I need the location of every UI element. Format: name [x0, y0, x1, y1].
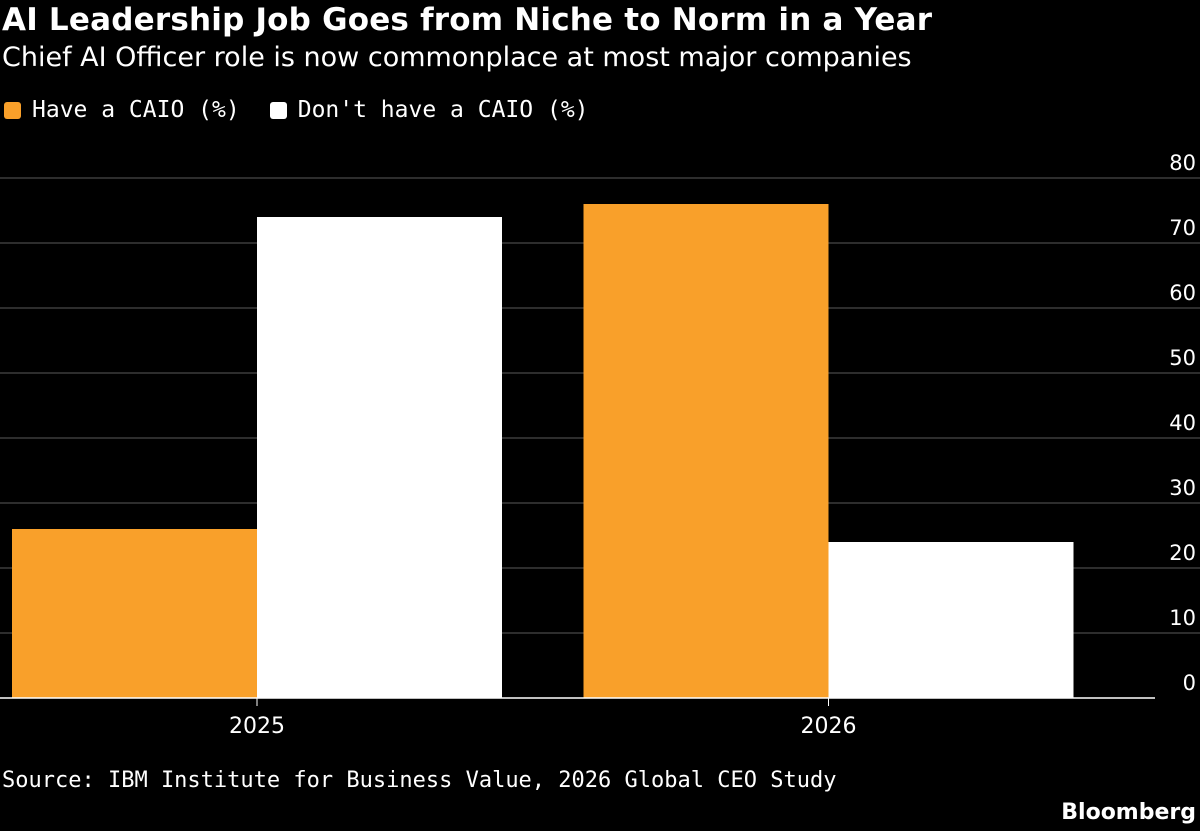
- bar-chart: 0 10 20 30 40 50 60 70 80 2025 2026: [0, 151, 1200, 739]
- bar: [828, 542, 1074, 698]
- legend-label-have: Have a CAIO (%): [32, 97, 240, 123]
- chart-legend: Have a CAIO (%) Don't have a CAIO (%): [4, 97, 619, 123]
- y-tick-label: 50: [1169, 346, 1196, 370]
- chart-subtitle: Chief AI Officer role is now commonplace…: [2, 42, 912, 73]
- chart-title: AI Leadership Job Goes from Niche to Nor…: [2, 2, 933, 38]
- bar: [257, 217, 502, 698]
- y-tick-label: 0: [1183, 671, 1196, 695]
- legend-label-dont-have: Don't have a CAIO (%): [297, 97, 589, 123]
- y-tick-label: 70: [1169, 216, 1196, 240]
- y-tick-label: 20: [1169, 541, 1196, 565]
- x-tick-label: 2025: [229, 714, 285, 739]
- source-note: Source: IBM Institute for Business Value…: [2, 768, 837, 793]
- y-tick-label: 80: [1169, 151, 1196, 175]
- y-tick-label: 10: [1169, 606, 1196, 630]
- bar: [583, 204, 829, 698]
- bar: [12, 529, 257, 698]
- x-tick-label: 2026: [801, 714, 857, 739]
- legend-item-have: Have a CAIO (%): [4, 97, 240, 123]
- legend-swatch-have: [4, 101, 21, 119]
- y-tick-label: 30: [1169, 476, 1196, 500]
- bloomberg-logo: Bloomberg: [1061, 800, 1196, 825]
- legend-swatch-dont-have: [269, 101, 287, 119]
- legend-item-dont-have: Don't have a CAIO (%): [269, 97, 589, 123]
- y-tick-label: 60: [1169, 281, 1196, 305]
- y-tick-label: 40: [1169, 411, 1196, 435]
